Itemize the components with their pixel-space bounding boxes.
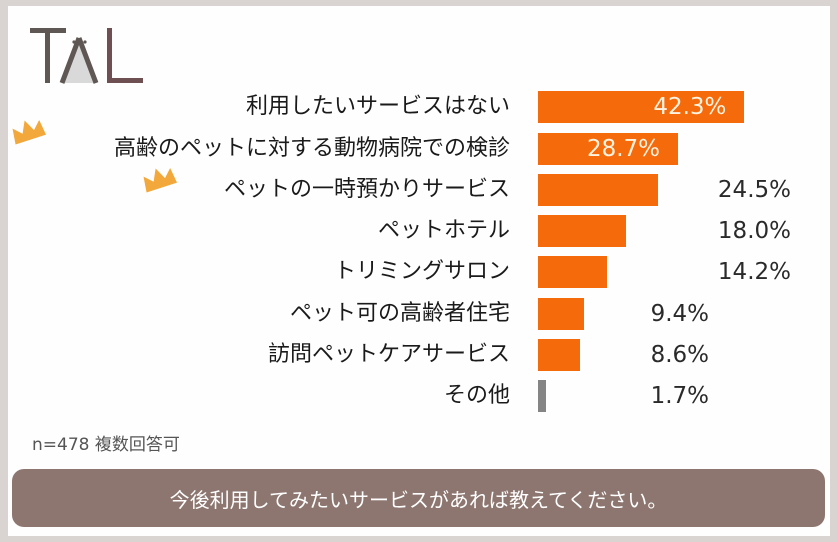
category-label: 利用したいサービスはない [245, 94, 510, 119]
chart-panel: 利用したいサービスはない 42.3% 高齢のペットに対する動物病院での検診 28.7%… [8, 6, 830, 536]
category-label: 高齢のペットに対する動物病院での検診 [113, 136, 510, 161]
category-label: トリミングサロン [333, 259, 510, 284]
tal-logo [30, 28, 143, 84]
value-label: 18.0% [717, 218, 791, 244]
value-label: 28.7% [586, 136, 661, 162]
category-label: 訪問ペットケアサービス [267, 342, 510, 367]
bar [538, 256, 608, 288]
category-label: ペット可の高齢者住宅 [289, 301, 510, 326]
value-label: 8.6% [650, 342, 709, 368]
value-label: 1.7% [650, 383, 709, 409]
value-label: 9.4% [650, 301, 709, 327]
value-label: 14.2% [717, 259, 791, 285]
crown-icon [143, 168, 177, 193]
question-banner: 今後利用してみたいサービスがあれば教えてください。 [12, 469, 825, 527]
bar [538, 298, 584, 330]
crown-icon [12, 120, 46, 145]
bar [538, 91, 745, 123]
bar [538, 339, 580, 371]
bar [538, 380, 547, 412]
bar [538, 133, 679, 165]
bar [538, 215, 626, 247]
category-label: ペットホテル [377, 218, 510, 243]
bar [538, 174, 658, 206]
sample-note: n=478 複数回答可 [32, 435, 180, 455]
value-label: 24.5% [717, 177, 791, 203]
category-label: ペットの一時預かりサービス [223, 177, 510, 202]
category-label: その他 [443, 383, 510, 408]
value-label: 42.3% [653, 94, 727, 120]
